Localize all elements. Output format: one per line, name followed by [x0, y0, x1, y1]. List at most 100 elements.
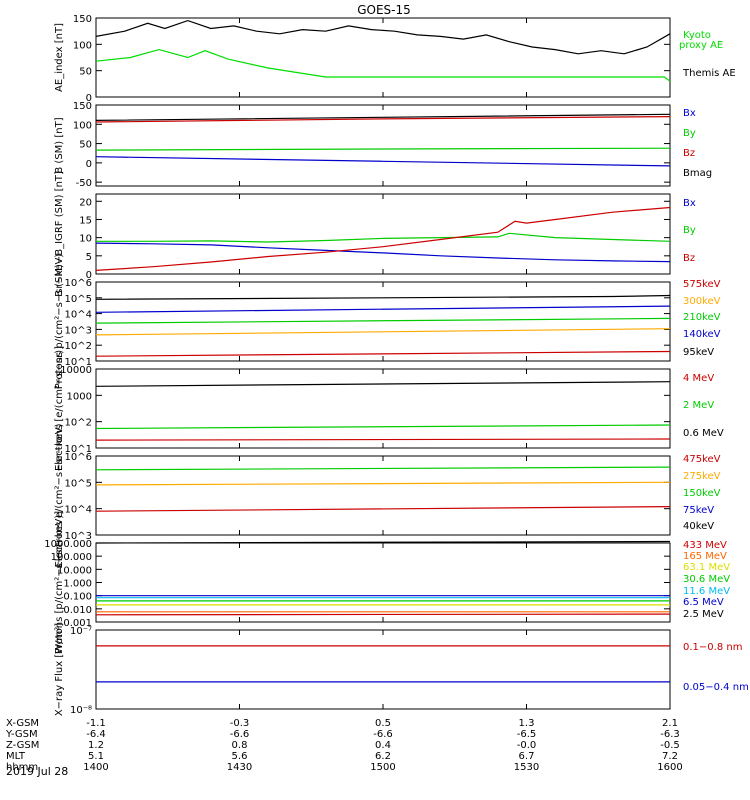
series-line-95keV: [95, 294, 671, 300]
y-tick-label: -50: [76, 178, 92, 189]
legend-entry: 0.05−0.4 nm: [683, 682, 749, 693]
y-tick-label: 20: [79, 197, 92, 208]
legend-entry: 0.6 MeV: [683, 428, 724, 439]
y-tick-label: 15: [79, 215, 92, 226]
y-tick-label: 0.001: [63, 618, 92, 629]
y-tick-label: 10^6: [65, 452, 92, 463]
y-tick-label: 10^3: [65, 531, 92, 542]
y-tick-label: 0: [86, 270, 92, 281]
panel-frame: [95, 629, 671, 710]
y-axis-label: Electrons e/(cm²−s−sr−keV): [54, 423, 65, 567]
legend-entry: 210keV: [683, 312, 721, 323]
panel-3: 0 5 10 15 20 B (SM)−B_IGRF (SM) [nT] Bx By Bz: [54, 171, 696, 297]
ephemeris-value: 1.3: [519, 718, 535, 729]
ephemeris-value: 2.1: [662, 718, 678, 729]
legend-entry: 30.6 MeV: [683, 574, 730, 585]
legend-entry: 150keV: [683, 488, 721, 499]
y-tick-label: 10^1: [65, 357, 92, 368]
ephemeris-value: 1530: [514, 762, 539, 773]
date-label: 2019 Jul 28: [6, 765, 68, 778]
y-tick-label: 10⁻⁷: [70, 626, 92, 637]
series-line-Bx: [95, 242, 671, 263]
y-tick-label: 0: [86, 159, 92, 170]
ephemeris-value: 6.7: [519, 751, 535, 762]
series-line-Bz: [95, 206, 671, 271]
series-line-300keV: [95, 328, 671, 336]
ephemeris-value: -0.5: [660, 740, 680, 751]
series-line-150keV: [95, 466, 671, 471]
legend-entry: 2 MeV: [683, 400, 714, 411]
legend-entry: 11.6 MeV: [683, 586, 730, 597]
ephemeris-value: 0.4: [375, 740, 391, 751]
ephemeris-value: 7.2: [662, 751, 678, 762]
panel-2: -50 0 50 100 150 B (SM) [nT] Bx By Bz Bmag: [54, 101, 712, 189]
ephemeris-value: 5.6: [232, 751, 248, 762]
series-line-Bmag: [95, 113, 671, 121]
panel-frame: [95, 368, 671, 449]
ephemeris-value: 1500: [370, 762, 395, 773]
legend-entry: 2.5 MeV: [683, 609, 724, 620]
y-tick-label: 10^6: [65, 278, 92, 289]
ephemeris-value: -0.3: [230, 718, 250, 729]
y-tick-label: 100.000: [51, 552, 92, 563]
legend-entry: 63.1 MeV: [683, 562, 730, 573]
y-tick-label: 10000: [60, 365, 92, 376]
series-line-Bz: [95, 116, 671, 123]
ephemeris-value: 0.8: [232, 740, 248, 751]
ephemeris-value: -1.1: [86, 718, 106, 729]
legend-entry: 4 MeV: [683, 373, 714, 384]
ephemeris-value: -0.0: [517, 740, 537, 751]
y-tick-label: 150: [73, 101, 92, 112]
legend-entry: 140keV: [683, 329, 721, 340]
ephemeris-row-label: X-GSM: [6, 718, 39, 729]
legend-entry: 40keV: [683, 521, 714, 532]
series-line-475keV: [95, 506, 671, 512]
y-axis-label: Protons p/(cm²−s−sr−keV): [54, 254, 65, 390]
y-tick-label: 1000: [67, 391, 92, 402]
y-tick-label: 10.000: [57, 565, 92, 576]
ephemeris-value: 1600: [657, 762, 682, 773]
ephemeris-value: -6.4: [86, 729, 106, 740]
legend-entry: 300keV: [683, 296, 721, 307]
y-axis-label: B (SM)−B_IGRF (SM) [nT]: [54, 171, 65, 297]
legend-entry: Kyoto: [683, 30, 711, 41]
y-tick-label: 50: [79, 140, 92, 151]
y-tick-label: 100: [73, 120, 92, 131]
series-line-575keV: [95, 350, 671, 357]
ephemeris-row-label: hhmm: [6, 762, 38, 773]
legend-entry: proxy AE: [679, 40, 723, 51]
ephemeris-row-label: MLT: [6, 751, 26, 762]
y-tick-label: 5: [86, 252, 92, 263]
legend-entry: 6.5 MeV: [683, 597, 724, 608]
y-tick-label: 0.010: [63, 605, 92, 616]
legend-entry: 165 MeV: [683, 551, 727, 562]
series-line-2-MeV: [95, 424, 671, 430]
y-axis-label: Electrons [e/(cm²−s−sr)]: [54, 346, 65, 471]
legend-entry: 575keV: [683, 279, 721, 290]
panel-7: 0.001 0.010 0.100 1.000 10.000 100.000 1000.00…: [44, 511, 730, 654]
y-tick-label: 10^5: [65, 294, 92, 305]
panel-frame: [95, 542, 671, 623]
legend-entry: By: [683, 225, 696, 236]
panel-8: 10⁻⁸ 10⁻⁷ X−ray Flux [W/m²] 0.1−0.8 nm 0.05−…: [54, 623, 749, 716]
series-line-0-6-MeV: [95, 381, 671, 387]
legend-entry: 75keV: [683, 505, 714, 516]
y-tick-label: 1.000: [63, 579, 92, 590]
series-line-Bx: [95, 156, 671, 167]
y-tick-label: 10^2: [65, 341, 92, 352]
legend-entry: Bmag: [683, 168, 712, 179]
y-tick-label: 10^2: [65, 418, 92, 429]
ephemeris-value: -6.5: [517, 729, 537, 740]
panel-frame: [95, 281, 671, 362]
series-line-By: [95, 147, 671, 151]
series-line-4-MeV: [95, 438, 671, 441]
ephemeris-value: -6.6: [373, 729, 393, 740]
series-line-140keV: [95, 305, 671, 313]
ephemeris-value: 5.1: [88, 751, 104, 762]
legend-entry: 475keV: [683, 454, 721, 465]
ephemeris-value: 1430: [227, 762, 252, 773]
